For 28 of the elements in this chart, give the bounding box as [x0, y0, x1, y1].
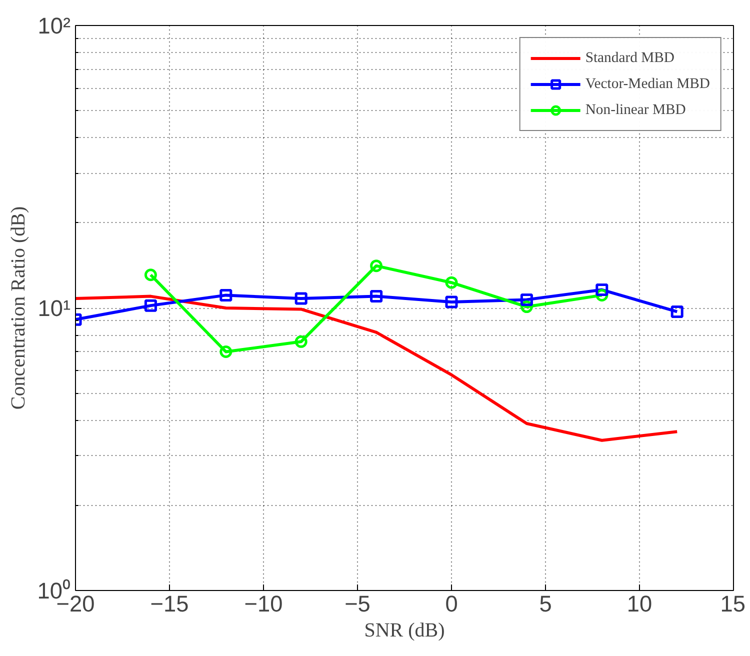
legend-label: Non-linear MBD: [585, 102, 686, 118]
x-tick-label: 15: [720, 590, 746, 616]
point: [220, 346, 232, 358]
line-series: [76, 294, 679, 442]
point: [370, 290, 383, 303]
point: [294, 335, 308, 348]
point: [596, 284, 608, 296]
x-tick-label: −15: [150, 590, 189, 616]
point: [220, 288, 232, 302]
x-tick-label: 5: [539, 590, 552, 616]
x-axis-title: SNR (dB): [364, 620, 445, 642]
x-tick-label: 10: [626, 590, 652, 616]
point: [144, 268, 157, 282]
point: [370, 260, 383, 272]
point: [294, 292, 308, 305]
point: [520, 293, 533, 306]
legend-label: Standard MBD: [585, 50, 674, 66]
y-axis-title: Concentration Ratio (dB): [7, 206, 30, 410]
point: [445, 276, 458, 289]
point: [670, 305, 684, 318]
legend-label: Vector-Median MBD: [585, 76, 710, 92]
x-tick-label: −5: [344, 590, 370, 616]
point: [445, 296, 458, 308]
x-tick-label: 0: [445, 590, 458, 616]
point: [144, 299, 157, 312]
x-tick-label: −10: [244, 590, 283, 616]
y-tick-label: 10¹: [38, 295, 71, 321]
y-tick-label: 10²: [38, 12, 71, 38]
